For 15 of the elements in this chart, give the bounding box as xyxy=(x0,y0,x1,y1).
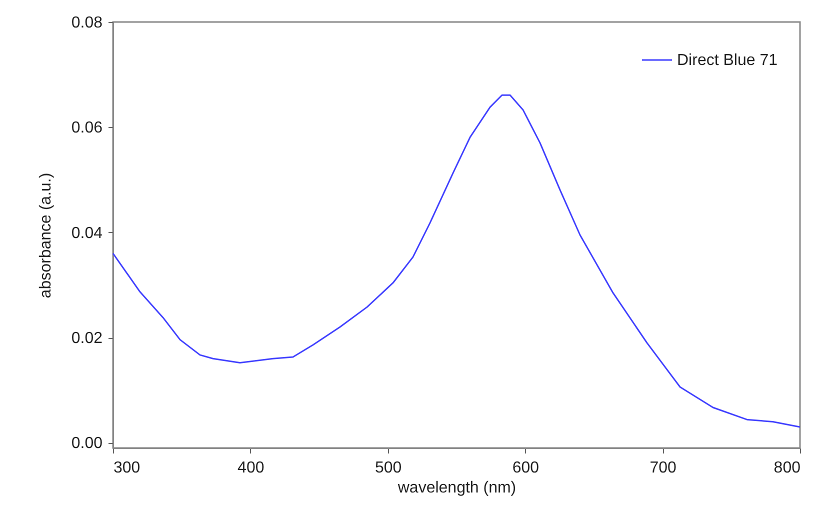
x-axis-title: wavelength (nm) xyxy=(396,480,516,496)
x-tick-label: 400 xyxy=(238,460,264,476)
y-tick-label: 0.00 xyxy=(71,435,103,452)
x-tick-label: 300 xyxy=(114,460,140,476)
x-tick-label: 500 xyxy=(374,460,402,476)
y-tick-label: 0.04 xyxy=(71,224,103,242)
x-tick-label: 600 xyxy=(512,460,540,476)
x-tick-label: 800 xyxy=(774,460,801,476)
y-tick-label: 0.02 xyxy=(71,330,103,348)
y-tick-label: 0.06 xyxy=(71,120,103,137)
line-series xyxy=(112,94,801,428)
legend-label: Direct Blue 71 xyxy=(677,52,778,69)
y-axis-title: absorbance (a.u.) xyxy=(37,172,54,298)
y-tick-label: 0.08 xyxy=(71,14,103,32)
x-tick-label: 700 xyxy=(650,460,677,476)
